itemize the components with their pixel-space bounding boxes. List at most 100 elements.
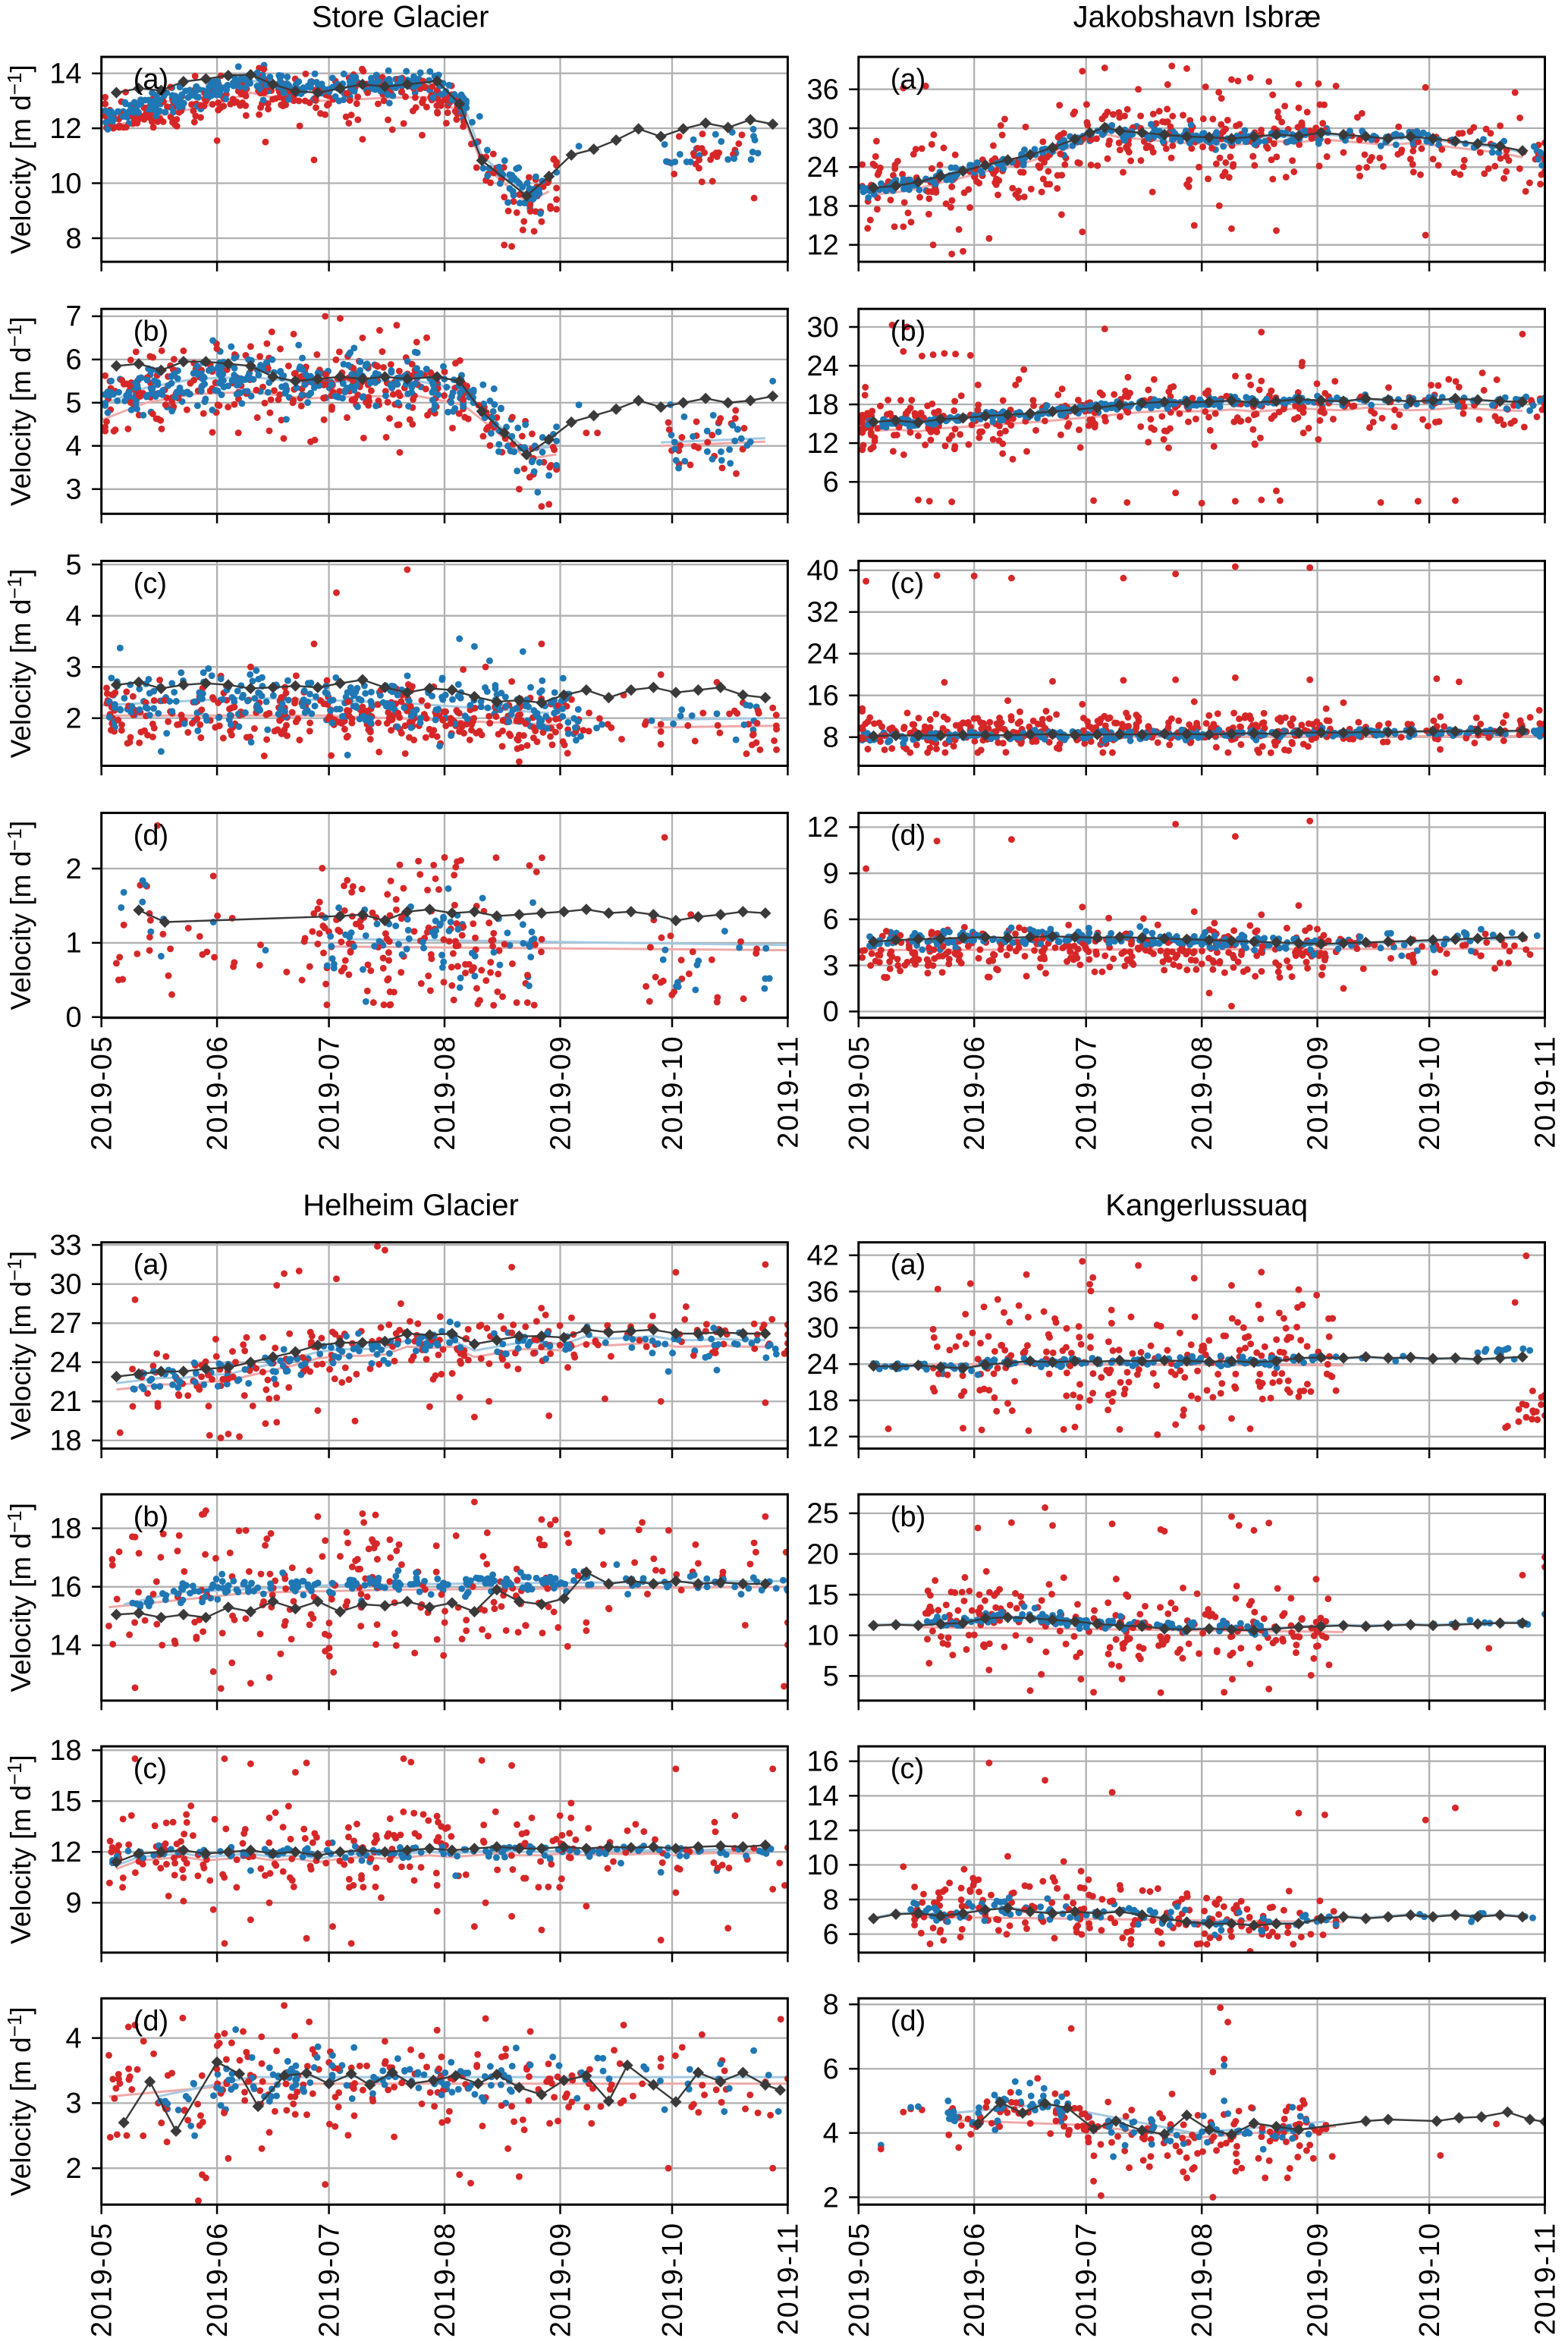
svg-text:18: 18 [807, 190, 839, 222]
svg-text:1: 1 [66, 928, 82, 960]
svg-text:2: 2 [823, 2182, 839, 2214]
svg-text:2019-06: 2019-06 [202, 2222, 234, 2337]
svg-text:2019-06: 2019-06 [959, 1035, 991, 1151]
svg-text:2019-07: 2019-07 [314, 2222, 346, 2337]
svg-text:8: 8 [823, 1884, 839, 1916]
svg-text:18: 18 [49, 1735, 81, 1767]
svg-text:18: 18 [49, 1513, 81, 1544]
svg-text:2019-07: 2019-07 [1071, 1035, 1103, 1151]
svg-text:(b): (b) [891, 316, 925, 347]
svg-text:5: 5 [823, 1661, 839, 1692]
svg-text:6: 6 [823, 904, 839, 936]
svg-text:16: 16 [807, 1746, 839, 1778]
svg-text:0: 0 [823, 996, 839, 1028]
svg-text:Helheim Glacier: Helheim Glacier [303, 1189, 519, 1222]
svg-text:24: 24 [807, 639, 839, 671]
svg-text:24: 24 [807, 152, 839, 184]
svg-text:(c): (c) [891, 1753, 924, 1785]
svg-text:18: 18 [807, 389, 839, 421]
svg-text:30: 30 [807, 113, 839, 145]
svg-text:2019-09: 2019-09 [545, 1035, 577, 1151]
svg-text:25: 25 [807, 1498, 839, 1530]
svg-text:14: 14 [807, 1780, 839, 1812]
svg-text:(b): (b) [134, 1501, 168, 1533]
svg-text:2019-07: 2019-07 [1071, 2222, 1103, 2337]
svg-text:Velocity [m d−1]: Velocity [m d−1] [3, 316, 36, 506]
svg-text:10: 10 [807, 1849, 839, 1881]
svg-text:14: 14 [49, 1630, 81, 1662]
svg-text:2019-09: 2019-09 [1302, 2222, 1334, 2337]
svg-text:4: 4 [823, 2118, 839, 2150]
svg-text:2019-08: 2019-08 [1186, 2222, 1218, 2337]
svg-text:2019-08: 2019-08 [429, 2222, 461, 2337]
svg-text:27: 27 [49, 1308, 81, 1340]
svg-text:(c): (c) [134, 1753, 167, 1785]
svg-text:18: 18 [807, 1385, 839, 1417]
svg-text:2019-09: 2019-09 [1302, 1035, 1334, 1151]
svg-text:(d): (d) [891, 820, 925, 852]
svg-text:15: 15 [807, 1579, 839, 1611]
svg-text:2019-10: 2019-10 [657, 2222, 689, 2337]
svg-text:10: 10 [49, 168, 81, 200]
svg-text:Velocity [m d−1]: Velocity [m d−1] [3, 1755, 36, 1944]
svg-text:4: 4 [66, 601, 82, 633]
svg-text:32: 32 [807, 597, 839, 629]
svg-text:42: 42 [807, 1240, 839, 1272]
svg-text:6: 6 [823, 2053, 839, 2085]
svg-text:(a): (a) [134, 64, 168, 96]
svg-text:2: 2 [66, 2153, 82, 2185]
svg-text:(b): (b) [891, 1501, 925, 1533]
svg-text:30: 30 [49, 1269, 81, 1301]
svg-text:(a): (a) [134, 1249, 168, 1281]
svg-text:6: 6 [823, 467, 839, 498]
svg-text:24: 24 [49, 1347, 81, 1379]
svg-text:2019-06: 2019-06 [202, 1035, 234, 1151]
svg-text:20: 20 [807, 1538, 839, 1570]
svg-text:7: 7 [66, 301, 82, 333]
svg-text:(d): (d) [134, 2005, 168, 2037]
svg-text:2019-05: 2019-05 [86, 2222, 118, 2337]
svg-text:2019-09: 2019-09 [545, 2222, 577, 2337]
svg-text:10: 10 [807, 1620, 839, 1652]
svg-text:2019-05: 2019-05 [844, 1035, 875, 1151]
svg-text:6: 6 [823, 1918, 839, 1950]
svg-text:Kangerlussuaq: Kangerlussuaq [1105, 1189, 1308, 1222]
svg-text:2019-08: 2019-08 [429, 1035, 461, 1151]
svg-text:12: 12 [807, 812, 839, 844]
svg-text:36: 36 [807, 1276, 839, 1308]
svg-text:2019-11: 2019-11 [772, 1035, 804, 1149]
svg-text:Velocity [m d−1]: Velocity [m d−1] [3, 569, 36, 759]
svg-text:24: 24 [807, 1349, 839, 1381]
svg-text:12: 12 [807, 428, 839, 460]
svg-text:2: 2 [66, 853, 82, 885]
svg-text:12: 12 [807, 1422, 839, 1453]
svg-text:16: 16 [807, 680, 839, 712]
svg-text:15: 15 [49, 1786, 81, 1818]
svg-text:24: 24 [807, 350, 839, 382]
svg-text:Velocity [m d−1]: Velocity [m d−1] [3, 64, 36, 254]
svg-text:8: 8 [66, 223, 82, 255]
svg-text:4: 4 [66, 431, 82, 463]
svg-text:12: 12 [49, 113, 81, 145]
svg-text:(c): (c) [891, 567, 924, 599]
svg-text:(a): (a) [891, 64, 925, 96]
svg-text:6: 6 [66, 344, 82, 376]
svg-text:2019-11: 2019-11 [1530, 1035, 1562, 1149]
svg-text:4: 4 [66, 2022, 82, 2054]
svg-text:2019-10: 2019-10 [1414, 2222, 1446, 2337]
svg-text:12: 12 [49, 1837, 81, 1868]
svg-text:3: 3 [66, 652, 82, 683]
svg-text:2019-11: 2019-11 [1530, 2222, 1562, 2335]
svg-text:40: 40 [807, 555, 839, 587]
svg-text:30: 30 [807, 312, 839, 344]
svg-text:Jakobshavn Isbræ: Jakobshavn Isbræ [1073, 1, 1321, 34]
svg-text:30: 30 [807, 1312, 839, 1344]
svg-text:21: 21 [49, 1386, 81, 1418]
svg-text:18: 18 [49, 1425, 81, 1457]
svg-text:14: 14 [49, 58, 81, 90]
svg-text:2019-08: 2019-08 [1186, 1035, 1218, 1151]
svg-text:Store Glacier: Store Glacier [312, 1, 489, 34]
svg-text:16: 16 [49, 1572, 81, 1604]
svg-text:3: 3 [823, 951, 839, 982]
svg-text:2: 2 [66, 703, 82, 735]
